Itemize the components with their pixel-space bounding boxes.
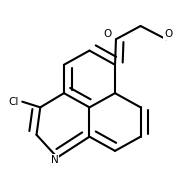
Text: N: N	[51, 155, 58, 165]
Text: O: O	[164, 29, 172, 39]
Text: Cl: Cl	[9, 97, 19, 107]
Text: O: O	[103, 29, 111, 39]
